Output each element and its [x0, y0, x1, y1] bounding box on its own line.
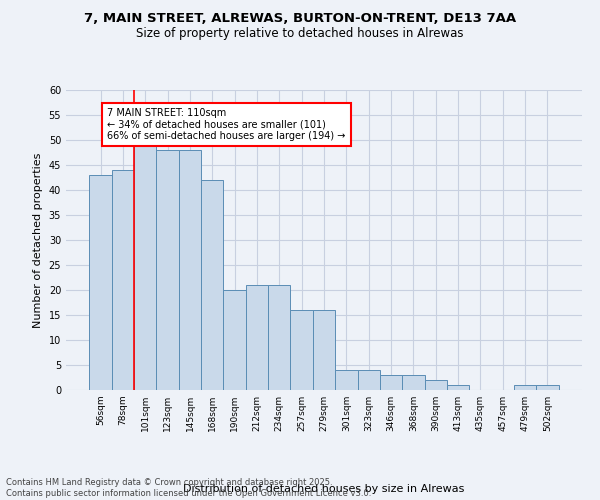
- Bar: [179, 150, 201, 390]
- Bar: [89, 175, 112, 390]
- Bar: [201, 180, 223, 390]
- Bar: [335, 370, 358, 390]
- Bar: [313, 310, 335, 390]
- Y-axis label: Number of detached properties: Number of detached properties: [33, 152, 43, 328]
- Bar: [380, 375, 402, 390]
- X-axis label: Distribution of detached houses by size in Alrewas: Distribution of detached houses by size …: [184, 484, 464, 494]
- Bar: [290, 310, 313, 390]
- Bar: [514, 385, 536, 390]
- Bar: [134, 140, 157, 390]
- Bar: [223, 290, 246, 390]
- Text: 7 MAIN STREET: 110sqm
← 34% of detached houses are smaller (101)
66% of semi-det: 7 MAIN STREET: 110sqm ← 34% of detached …: [107, 108, 346, 140]
- Text: Contains HM Land Registry data © Crown copyright and database right 2025.
Contai: Contains HM Land Registry data © Crown c…: [6, 478, 371, 498]
- Text: 7, MAIN STREET, ALREWAS, BURTON-ON-TRENT, DE13 7AA: 7, MAIN STREET, ALREWAS, BURTON-ON-TRENT…: [84, 12, 516, 26]
- Bar: [536, 385, 559, 390]
- Bar: [112, 170, 134, 390]
- Bar: [268, 285, 290, 390]
- Bar: [447, 385, 469, 390]
- Bar: [402, 375, 425, 390]
- Bar: [358, 370, 380, 390]
- Bar: [246, 285, 268, 390]
- Bar: [157, 150, 179, 390]
- Bar: [425, 380, 447, 390]
- Text: Size of property relative to detached houses in Alrewas: Size of property relative to detached ho…: [136, 28, 464, 40]
